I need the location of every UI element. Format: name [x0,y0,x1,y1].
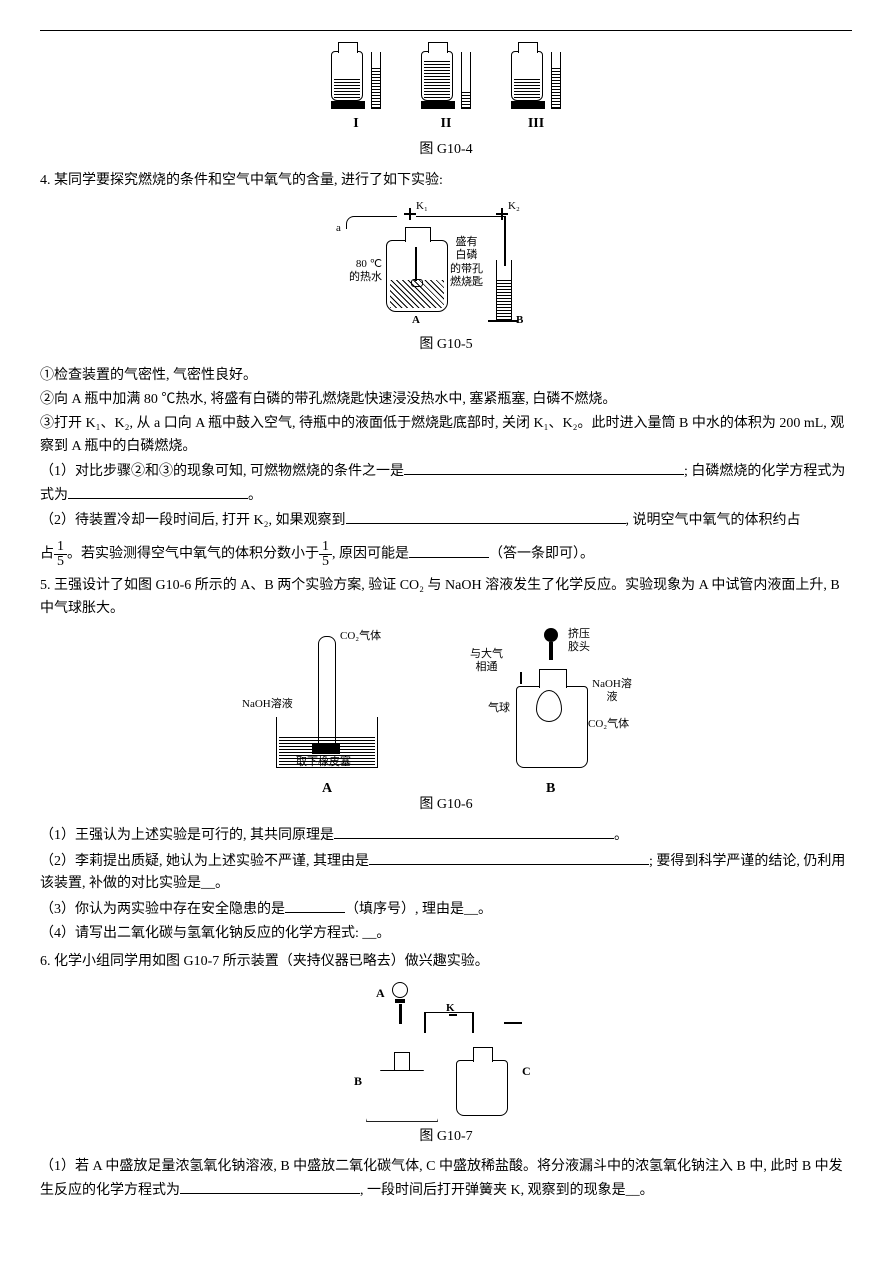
label-co2: CO₂气体 [340,630,381,643]
figure-g10-5: K₁ K₂ a 80 ℃ 的热水 盛有 白磷 的带孔 燃烧匙 A B 图 G10… [40,200,852,356]
q4-part1: （1）对比步骤②和③的现象可知, 可燃物燃烧的条件之一是 ; 白磷燃烧的化学方程式… [40,460,852,507]
label-stopper: 取下橡皮塞 [296,756,351,769]
figure-caption: 图 G10-7 [40,1126,852,1148]
text: （答一条即可）。 [489,547,594,562]
label-C: C [522,1062,531,1081]
q4-step3: ③打开 K₁、K₂, 从 a 口向 A 瓶中鼓入空气, 待瓶中的液面低于燃烧匙底… [40,413,852,458]
q4-step1: ①检查装置的气密性, 气密性良好。 [40,365,852,387]
blank[interactable] [68,484,248,499]
label-co2-b: CO₂气体 [588,718,629,731]
label-A: A [412,314,420,327]
apparatus-row: I II III [40,51,852,135]
text: （2）待装置冷却一段时间后, 打开 K₂, 如果观察到 [40,513,346,528]
figure-g10-6: CO₂气体 NaOH溶液 取下橡皮塞 A 挤压 胶头 与大气 相通 NaOH溶液… [40,628,852,816]
text: ; 白磷燃烧的化学方程式为 [684,464,845,479]
figure-caption: 图 G10-6 [40,794,852,816]
label-naoh-b: NaOH溶液 [588,678,636,704]
unit-label: III [528,113,544,135]
q5-part3: （3）你认为两实验中存在安全隐患的是 （填序号）, 理由是__。 [40,898,852,921]
label-a: a [336,222,341,235]
label-B: B [354,1072,362,1091]
label-B: B [546,778,555,800]
question-5: 5. 王强设计了如图 G10-6 所示的 A、B 两个实验方案, 验证 CO₂ … [40,575,852,945]
apparatus-B: 挤压 胶头 与大气 相通 NaOH溶液 气球 CO₂气体 B [476,628,636,768]
unit-label: II [441,113,452,135]
text: , 一段时间后打开弹簧夹 K, 观察到的现象是__。 [360,1183,654,1198]
text: , 原因可能是 [332,547,409,562]
text: （2）李莉提出质疑, 她认为上述实验不严谨, 其理由是 [40,854,369,869]
q5-part4: （4）请写出二氧化碳与氢氧化钠反应的化学方程式: __。 [40,923,852,945]
text: , 说明空气中氧气的体积约占 [626,513,801,528]
page-rule [40,30,852,31]
label-naoh: NaOH溶液 [242,698,293,711]
text: 式为 [40,488,68,503]
label-vent: 与大气 相通 [470,648,503,674]
question-4: 4. 某同学要探究燃烧的条件和空气中氧气的含量, 进行了如下实验: K₁ K₂ … [40,170,852,570]
blank[interactable] [409,543,489,558]
label-B: B [516,314,523,327]
label-spoon: 盛有 白磷 的带孔 燃烧匙 [450,236,483,289]
q6-stem: 6. 化学小组同学用如图 G10-7 所示装置（夹持仪器已略去）做兴趣实验。 [40,951,852,973]
text: 。 [248,488,262,503]
label-A: A [376,984,385,1003]
label-dropper: 挤压 胶头 [568,628,590,654]
label-balloon: 气球 [488,702,510,715]
figure-caption: 图 G10-5 [40,334,852,356]
text: （3）你认为两实验中存在安全隐患的是 [40,902,285,917]
apparatus-unit-3: III [511,51,561,135]
apparatus-unit-2: II [421,51,471,135]
figure-g10-7: A B K C 图 G10-7 [40,982,852,1148]
q6-part1: （1）若 A 中盛放足量浓氢氧化钠溶液, B 中盛放二氧化碳气体, C 中盛放稀… [40,1156,852,1202]
q5-stem: 5. 王强设计了如图 G10-6 所示的 A、B 两个实验方案, 验证 CO₂ … [40,575,852,620]
q4-stem: 4. 某同学要探究燃烧的条件和空气中氧气的含量, 进行了如下实验: [40,170,852,192]
label-hotwater: 80 ℃ 的热水 [316,258,382,284]
blank[interactable] [369,850,649,865]
figure-g10-4: I II III 图 G10-4 [40,51,852,162]
blank[interactable] [404,460,684,475]
label-k2: K₂ [508,200,520,213]
label-k1: K₁ [416,200,428,213]
question-6: 6. 化学小组同学用如图 G10-7 所示装置（夹持仪器已略去）做兴趣实验。 A… [40,951,852,1202]
text: 。若实验测得空气中氧气的体积分数小于 [67,547,319,562]
apparatus-A: CO₂气体 NaOH溶液 取下橡皮塞 A [256,628,416,768]
unit-label: I [353,113,358,135]
text: （1）王强认为上述实验是可行的, 其共同原理是 [40,828,334,843]
q4-part2: （2）待装置冷却一段时间后, 打开 K₂, 如果观察到 , 说明空气中氧气的体积约… [40,509,852,532]
blank[interactable] [180,1179,360,1194]
label-K: K [446,1000,455,1018]
q4-part2b: 占15。若实验测得空气中氧气的体积分数小于15, 原因可能是（答一条即可）。 [40,540,852,569]
label-A: A [322,778,332,800]
figure-caption: 图 G10-4 [40,139,852,161]
blank[interactable] [346,509,626,524]
q5-part2: （2）李莉提出质疑, 她认为上述实验不严谨, 其理由是; 要得到科学严谨的结论,… [40,850,852,896]
fraction-icon: 15 [319,540,332,569]
text: （1）对比步骤②和③的现象可知, 可燃物燃烧的条件之一是 [40,464,404,479]
text: 占 [40,547,54,562]
apparatus-unit-1: I [331,51,381,135]
blank[interactable] [334,824,614,839]
text: （填序号）, 理由是__。 [345,902,492,917]
q4-step2: ②向 A 瓶中加满 80 ℃热水, 将盛有白磷的带孔燃烧匙快速浸没热水中, 塞紧… [40,389,852,411]
blank[interactable] [285,898,345,913]
q5-part1: （1）王强认为上述实验是可行的, 其共同原理是 。 [40,824,852,847]
text: 。 [614,828,628,843]
fraction-icon: 15 [54,540,67,569]
